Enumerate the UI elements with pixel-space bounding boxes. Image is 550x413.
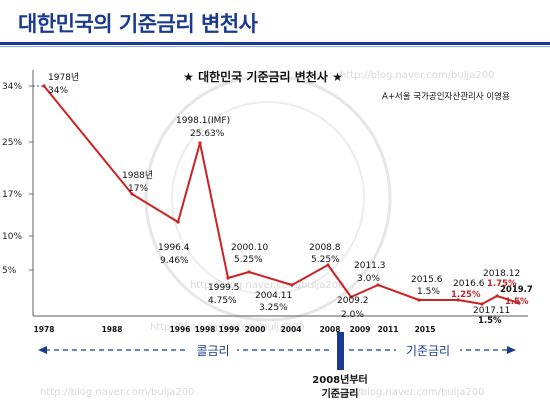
seal-watermark bbox=[144, 74, 392, 322]
rate-point bbox=[42, 84, 46, 88]
x-tick-label: 1996 bbox=[170, 325, 191, 334]
rate-point bbox=[495, 294, 499, 298]
point-date-label: 2019.7 bbox=[500, 285, 533, 295]
y-tick-label: 17% bbox=[2, 190, 22, 200]
point-date-label: 2017.11 bbox=[473, 306, 510, 316]
era-label-bg bbox=[189, 342, 237, 359]
transition-note-line2: 기준금리 bbox=[322, 387, 359, 400]
point-value-label: 34% bbox=[48, 86, 68, 96]
title-divider bbox=[0, 42, 550, 45]
chart-source: A+서울 국가공인자산관리사 이영용 bbox=[382, 91, 510, 102]
watermark-text: http://blog.naver.com/bulja200 bbox=[340, 70, 495, 81]
point-date-label: 1996.4 bbox=[158, 243, 190, 253]
page-title: 대한민국의 기준금리 변천사 bbox=[18, 12, 258, 36]
watermark-text: http://blog.naver.com/bulja200 bbox=[190, 280, 345, 291]
point-date-label: 1998.1(IMF) bbox=[176, 116, 230, 126]
title-divider-thin bbox=[0, 46, 550, 47]
x-tick-label: 2004 bbox=[281, 325, 302, 334]
era-arrowhead-right bbox=[507, 346, 516, 354]
x-tick-label: 1988 bbox=[102, 325, 123, 334]
point-value-label: 5.25% bbox=[311, 255, 340, 265]
point-date-label: 1988년 bbox=[122, 170, 153, 181]
transition-note-line1: 2008년부터 bbox=[312, 373, 367, 386]
rate-point bbox=[480, 302, 484, 306]
transition-marker bbox=[337, 332, 344, 370]
point-date-label: 2015.6 bbox=[411, 275, 443, 285]
x-tick-label: 1998 bbox=[195, 325, 216, 334]
rate-point bbox=[349, 295, 353, 299]
rate-point bbox=[290, 283, 294, 287]
era-arrowhead-left bbox=[38, 346, 47, 354]
point-value-label: 4.75% bbox=[208, 296, 237, 306]
point-date-label: 2004.11 bbox=[255, 291, 292, 301]
point-labels: 1978년 34% 1988년 17% 1996.4 9.46% 1998.1(IMF) 25… bbox=[48, 72, 533, 326]
point-date-label: 2016.6 bbox=[453, 279, 485, 289]
era-label-left: 콜금리 bbox=[196, 344, 229, 358]
point-date-label: 2008.8 bbox=[309, 243, 341, 253]
rate-point bbox=[417, 298, 421, 302]
watermark-text: http://blog.naver.com/bulja200 bbox=[40, 387, 195, 398]
x-tick-label: 2011 bbox=[378, 325, 399, 334]
x-tick-label: 1999 bbox=[219, 325, 240, 334]
rate-point bbox=[226, 276, 230, 280]
y-ticks: 34% 25% 17% 10% 5% bbox=[2, 82, 44, 276]
point-value-label: 17% bbox=[128, 184, 148, 194]
point-date-label: 1978년 bbox=[48, 72, 79, 83]
seal-watermark-inner bbox=[171, 101, 365, 295]
rate-point bbox=[517, 301, 521, 305]
point-value-label: 3.25% bbox=[259, 303, 288, 313]
rate-point bbox=[176, 220, 180, 224]
chart-title: ★ 대한민국 기준금리 변천사 ★ bbox=[183, 69, 343, 84]
point-value-label: 1.75% bbox=[487, 279, 517, 289]
era-label-right: 기준금리 bbox=[406, 344, 450, 358]
point-value-label: 1.25% bbox=[451, 290, 481, 300]
x-ticks: 1978 1988 1996 1998 1999 2000 2004 2008 2009 2011… bbox=[34, 325, 436, 334]
point-value-label: 25.63% bbox=[190, 129, 225, 139]
point-value-label: 1.5% bbox=[478, 316, 502, 326]
rate-point bbox=[130, 192, 134, 196]
rate-line bbox=[43, 85, 520, 305]
y-tick-label: 5% bbox=[2, 266, 17, 276]
watermark-text: http://blog.naver.com/bulja200 bbox=[150, 322, 305, 333]
x-tick-label: 1978 bbox=[34, 325, 55, 334]
y-tick-label: 34% bbox=[2, 82, 22, 92]
watermark-text: http://blog.naver.com/bulja200 bbox=[330, 387, 485, 398]
point-value-label: 1.5% bbox=[505, 297, 529, 307]
point-date-label: 2000.10 bbox=[231, 243, 268, 253]
point-date-label: 1999.5 bbox=[208, 283, 240, 293]
point-value-label: 3.0% bbox=[357, 274, 380, 284]
point-date-label: 2018.12 bbox=[483, 269, 520, 279]
point-value-label: 2.0% bbox=[341, 310, 364, 320]
y-tick-label: 10% bbox=[2, 232, 22, 242]
series-rate bbox=[42, 84, 521, 306]
rate-point bbox=[456, 298, 460, 302]
x-tick-label: 2009 bbox=[350, 325, 371, 334]
rate-point bbox=[326, 263, 330, 267]
rate-point bbox=[376, 283, 380, 287]
x-tick-label: 2000 bbox=[245, 325, 266, 334]
point-date-label: 2009.2 bbox=[337, 296, 369, 306]
rate-point bbox=[198, 141, 202, 145]
x-tick-label: 2008 bbox=[320, 325, 341, 334]
point-value-label: 9.46% bbox=[160, 256, 189, 266]
era-label-bg bbox=[396, 342, 460, 359]
y-tick-label: 25% bbox=[2, 138, 22, 148]
point-value-label: 1.5% bbox=[417, 287, 440, 297]
rate-point bbox=[247, 270, 251, 274]
point-value-label: 5.25% bbox=[234, 255, 263, 265]
x-tick-label: 2015 bbox=[415, 325, 436, 334]
point-date-label: 2011.3 bbox=[354, 261, 386, 271]
